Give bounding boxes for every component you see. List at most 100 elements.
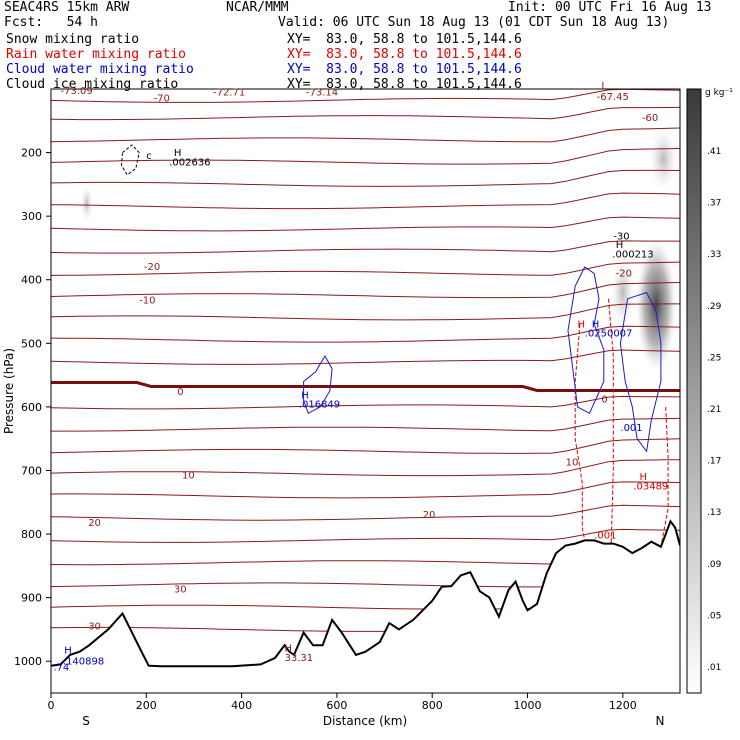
contour-annotation: -20 [616,269,632,280]
y-tick-label: 700 [21,464,42,477]
contour-annotation: H [301,391,309,402]
contour-annotation: .001 [594,531,616,542]
contour-annotation: .140898 [63,656,104,667]
contour-annotation: -20 [144,262,160,273]
colorbar-tick-label: .37 [707,199,721,209]
colorbar-tick-label: .41 [707,147,721,157]
contour-annotation: -73.14 [306,87,338,98]
contour-annotation: .002636 [169,157,210,168]
x-tick-label: 200 [136,699,157,712]
mixing-ratio-shading [80,127,678,372]
y-axis-label: Pressure (hPa) [2,348,16,434]
field-rain-xy: XY= 83.0, 58.8 to 101.5,144.6 [287,47,522,62]
field-rain-label: Rain water mixing ratio [6,47,187,62]
isotherm-line [51,395,680,410]
colorbar-tick-label: .21 [707,405,721,415]
contour-annotation: -30 [613,232,629,243]
field-cloudice-xy: XY= 83.0, 58.8 to 101.5,144.6 [287,77,522,92]
init-time: Init: 00 UTC Fri 16 Aug 13 [508,0,712,15]
isotherm-line [51,459,680,477]
contour-annotation: 30 [174,585,187,596]
y-tick-label: 400 [21,274,42,287]
contour-annotation: H [174,148,182,159]
isotherm-line [51,349,680,365]
contour-annotation: .000213 [612,250,653,261]
contour-annotation: 33.31 [285,653,314,664]
contour-annotation: .001 [620,423,642,434]
endpoint-north-label: N [656,714,665,728]
isotherm-line [51,169,680,187]
endpoint-south-label: S [82,714,90,728]
colorbar: g kg⁻¹ .01 .05 .09 .13 .17 .21 .25 .29 .33 .37 .41 [686,88,733,694]
field-cloudwater-xy: XY= 83.0, 58.8 to 101.5,144.6 [287,62,522,77]
isotherm-line [51,261,680,276]
colorbar-tick-label: .17 [707,457,721,467]
plot-frame [50,88,681,694]
contour-annotation: -60 [642,113,658,124]
contour-annotation: -67.45 [597,92,629,103]
x-tick-label: 1200 [609,699,637,712]
x-tick-label: 800 [422,699,443,712]
contour-annotation: -73.09 [61,86,93,97]
contour-annotation: 0 [601,394,607,405]
isotherm-line [51,528,680,543]
y-tick-label: 900 [21,592,42,605]
contour-annotations: -73.09-70-72.71 -73.14L-67.45-60c H.002636… [53,81,668,674]
snow-contour [120,144,140,176]
contour-annotation: H [616,240,624,251]
cloud-water-contour [567,266,605,414]
colorbar-labels: g kg⁻¹ .01 .05 .09 .13 .17 .21 .25 .29 .33 .37 .41 [705,88,733,673]
isotherm-line [51,504,680,521]
isotherm-line [51,127,680,143]
contour-annotation: c [146,151,152,162]
colorbar-tick-label: .09 [707,560,722,570]
contour-annotation: H [592,319,600,330]
contour-annotation: 0 [177,387,183,398]
y-tick-label: 800 [21,528,42,541]
isotherm-line [51,325,680,343]
cloud-water-contour [619,291,662,453]
y-tick-label: 1000 [14,655,42,668]
x-tick-label: 1000 [514,699,542,712]
rain-water-contours [574,298,669,554]
isotherm-line [51,417,680,432]
colorbar-unit: g kg⁻¹ [705,88,733,98]
y-tick-label: 600 [21,401,42,414]
colorbar-tick-label: .13 [707,508,721,518]
y-tick-label: 300 [21,210,42,223]
colorbar-tick-label: .05 [707,611,721,621]
isotherm-line [51,481,680,499]
freezing-level-line [51,381,680,392]
rain-contour [574,324,588,554]
isotherm-line [51,106,680,121]
cloud-water-contours [120,144,662,453]
colorbar-tick-label: .01 [707,663,721,673]
contour-annotation: H [285,644,293,655]
colorbar-tick-label: .29 [707,302,722,312]
org-label: NCAR/MMM [226,0,289,15]
contour-annotation: 20 [88,518,101,529]
isotherm-line [51,148,680,165]
isotherm-line [51,240,680,254]
colorbar-tick-label: .33 [707,250,721,260]
valid-time: Valid: 06 UTC Sun 18 Aug 13 (01 CDT Sun … [278,15,670,30]
field-cloudwater-label: Cloud water mixing ratio [6,62,194,77]
x-axis-label: Distance (km) [323,714,407,728]
field-snow-label: Snow mixing ratio [6,32,140,47]
contour-annotation: 10 [182,471,195,482]
model-title: SEAC4RS 15km ARW [4,0,130,15]
rain-contour [608,298,614,554]
contour-annotation: L [601,81,607,92]
forecast-hour: Fcst: 54 h [4,15,98,30]
rain-contour [660,406,669,547]
contour-annotation: .0250007 [585,328,633,339]
shading-blob [80,185,93,221]
terrain-fill [51,521,680,693]
isotherm-line [51,192,680,210]
isotherm-line [51,89,680,103]
x-tick-label: 400 [231,699,252,712]
contour-annotation: .016849 [299,400,340,411]
x-tick-label: 600 [326,699,347,712]
